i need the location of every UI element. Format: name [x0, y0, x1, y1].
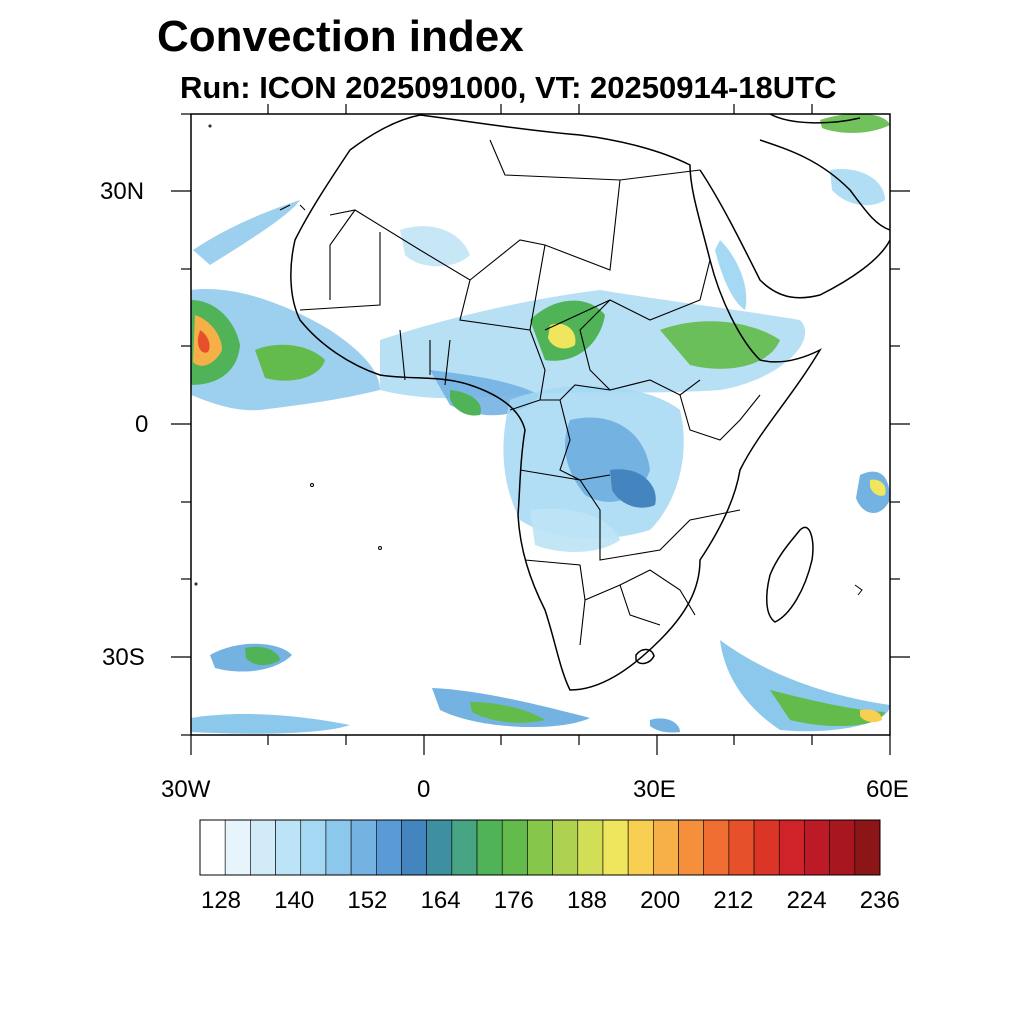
axis-ticks — [171, 104, 910, 755]
field-angola — [530, 508, 620, 552]
lat-label-30s: 30S — [102, 644, 145, 671]
field-red-sea — [715, 240, 747, 310]
colorbar-outline — [199, 819, 881, 876]
lon-label-60e: 60E — [866, 776, 909, 803]
colorbar-swatch — [653, 819, 679, 876]
colorbar-swatch — [375, 819, 402, 876]
field-south-atlantic-2-core — [470, 702, 545, 723]
colorbar-tick-label: 200 — [640, 887, 681, 914]
colorbar-swatch — [602, 819, 629, 876]
colorbar-tick-label: 212 — [713, 887, 754, 914]
africa-coastline — [290, 114, 822, 691]
field-nigeria-peak — [548, 323, 576, 349]
field-atlantic-max — [197, 330, 210, 353]
colorbar-swatch — [250, 819, 276, 876]
colorbar-swatch — [451, 819, 478, 876]
colorbar-swatch — [627, 819, 654, 876]
colorbar-swatch — [300, 819, 327, 876]
arabia-coastline — [699, 114, 890, 299]
lon-label-30e: 30E — [633, 776, 676, 803]
map-content — [191, 114, 890, 734]
field-arabia-ne — [830, 169, 885, 206]
colorbar-swatch — [476, 819, 503, 876]
colorbar-swatch — [401, 819, 427, 876]
colorbar-tick-label: 164 — [420, 887, 461, 914]
colorbar-swatch — [703, 819, 730, 876]
colorbar-swatch — [577, 819, 604, 876]
field-westafrica-core — [255, 344, 325, 381]
colorbar-swatch — [501, 819, 528, 876]
convection-field — [191, 114, 890, 734]
field-south-atlantic-1-core — [245, 646, 280, 666]
colorbar-tick-label: 224 — [786, 887, 827, 914]
lon-label-0: 0 — [417, 776, 431, 803]
colorbar-swatch — [552, 819, 579, 876]
colorbar-swatch — [728, 819, 755, 876]
field-sahel — [380, 290, 806, 399]
small-islands — [194, 124, 863, 596]
country-borders — [299, 139, 761, 646]
colorbar-swatch — [854, 819, 881, 876]
colorbar-swatch — [275, 819, 302, 876]
colorbar-tick-label: 176 — [493, 887, 534, 914]
field-mediterranean — [820, 114, 890, 133]
colorbar-swatch — [325, 819, 352, 876]
field-ethiopia — [660, 321, 780, 369]
colorbar-tick-label: 152 — [347, 887, 388, 914]
colorbar-swatch — [804, 819, 830, 876]
colorbar-swatch — [753, 819, 780, 876]
colorbar — [199, 819, 881, 876]
colorbar-swatch — [224, 819, 251, 876]
colorbar-tick-label: 128 — [200, 887, 242, 914]
lesotho-outline — [635, 648, 655, 665]
colorbar-swatch — [778, 819, 805, 876]
colorbar-tick-label: 188 — [566, 887, 608, 914]
field-south-indian-core — [770, 690, 885, 727]
colorbar-swatch — [426, 819, 453, 876]
field-mozambique-core — [870, 479, 886, 496]
field-south-west — [191, 714, 350, 734]
madagascar-outline — [765, 526, 814, 623]
colorbar-swatch — [199, 819, 226, 876]
colorbar-swatch — [678, 819, 705, 876]
field-south-indian-peak — [860, 709, 882, 723]
colorbar-swatch — [350, 819, 377, 876]
colorbar-swatch — [527, 819, 553, 876]
colorbar-tick-label: 236 — [859, 887, 900, 914]
colorbar-tick-label: 140 — [274, 887, 315, 914]
colorbar-swatch — [829, 819, 856, 876]
chart-title: Convection index — [157, 12, 524, 61]
lat-label-30n: 30N — [100, 178, 145, 205]
field-tanzania — [610, 469, 656, 508]
field-sahara-patch — [400, 226, 470, 267]
chart-subtitle: Run: ICON 2025091000, VT: 20250914-18UTC — [180, 70, 837, 105]
lat-label-0: 0 — [135, 411, 149, 438]
field-mozambique-east — [856, 471, 890, 513]
field-nw-atlantic — [193, 200, 300, 265]
field-south-small — [650, 718, 680, 733]
field-ghana-core — [450, 390, 481, 416]
lon-label-30w: 30W — [161, 776, 211, 803]
